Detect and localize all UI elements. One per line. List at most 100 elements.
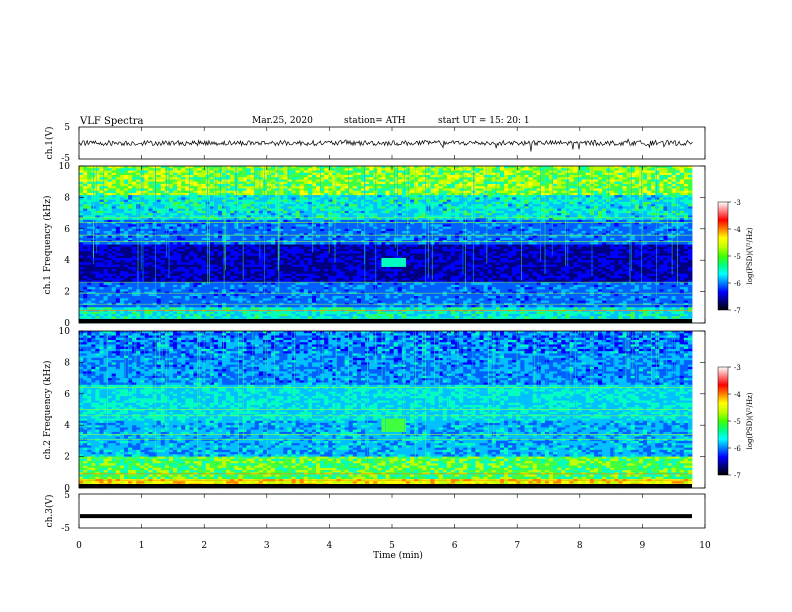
spectrogram-cell xyxy=(324,206,329,210)
spectrogram-cell xyxy=(446,215,452,218)
spectrogram-cell xyxy=(422,190,427,194)
spectrogram-cell xyxy=(168,197,174,201)
spectrogram-cell xyxy=(450,204,456,207)
spectrogram-cell xyxy=(532,174,538,178)
spectrogram-cell xyxy=(262,213,268,216)
spectrogram-cell xyxy=(365,208,370,212)
spectrogram-cell xyxy=(634,190,640,194)
spectrogram-cell xyxy=(140,199,145,203)
spectrogram-cell xyxy=(495,199,501,203)
spectrogram-cell xyxy=(377,197,382,201)
spectrogram-cell xyxy=(348,172,354,176)
spectrogram-cell xyxy=(381,231,386,234)
spectrogram-cell xyxy=(414,199,419,203)
spectrogram-cell xyxy=(107,197,113,201)
spectrogram-cell xyxy=(262,199,268,203)
spectrogram-cell xyxy=(385,219,390,223)
spectrogram-cell xyxy=(467,201,472,205)
spectrogram-cell xyxy=(128,192,133,196)
spectrogram-cell xyxy=(254,172,260,176)
spectrogram-cell xyxy=(630,195,636,198)
spectrogram-cell xyxy=(675,215,681,218)
spectrogram-cell xyxy=(238,168,243,171)
spectrogram-cell xyxy=(283,168,288,171)
spectrogram-cell xyxy=(393,183,399,187)
spectrogram-cell xyxy=(360,177,366,180)
spectrogram-cell xyxy=(238,199,243,203)
spectrogram-cell xyxy=(561,199,566,203)
spectrogram-cell xyxy=(454,204,460,207)
spectrogram-cell xyxy=(136,224,141,227)
spectrogram-cell xyxy=(181,186,186,189)
spectrogram-cell xyxy=(172,179,178,183)
spectrogram-cell xyxy=(450,197,456,201)
spectrogram-cell xyxy=(320,170,325,174)
spectrogram-cell xyxy=(610,168,615,171)
spectrogram-cell xyxy=(491,172,497,176)
spectrogram-cell xyxy=(111,199,117,203)
spectrogram-cell xyxy=(610,204,615,207)
spectrogram-cell xyxy=(667,215,672,218)
spectrogram-cell xyxy=(397,206,403,210)
spectrogram-cell xyxy=(422,231,427,234)
spectrogram-cell xyxy=(426,199,431,203)
spectrogram-cell xyxy=(140,201,145,205)
spectrogram-cell xyxy=(193,219,198,223)
spectrogram-cell xyxy=(679,166,685,169)
spectrogram-cell xyxy=(524,199,529,203)
spectrogram-cell xyxy=(324,181,329,185)
spectrogram-cell xyxy=(397,183,403,187)
spectrogram-cell xyxy=(675,224,681,227)
spectrogram-cell xyxy=(642,195,648,198)
spectrogram-cell xyxy=(352,210,358,214)
spectrogram-cell xyxy=(226,181,231,185)
spectrogram-cell xyxy=(230,204,235,207)
spectrogram-cell xyxy=(385,210,390,214)
spectrogram-cell xyxy=(602,195,607,198)
spectrogram-cell xyxy=(499,181,505,185)
spectrogram-cell xyxy=(528,186,534,189)
spectrogram-cell xyxy=(520,168,525,171)
spectrogram-cell xyxy=(148,181,153,185)
spectrogram-cell xyxy=(328,197,333,201)
spectrogram-cell xyxy=(303,208,309,212)
spectrogram-cell xyxy=(512,210,517,214)
spectrogram-cell xyxy=(532,210,538,214)
spectrogram-cell xyxy=(356,183,362,187)
spectrogram-cell xyxy=(164,168,170,171)
spectrogram-cell xyxy=(340,192,346,196)
spectrogram-cell xyxy=(246,179,252,183)
spectrogram-cell xyxy=(197,174,202,178)
spectrogram-cell xyxy=(344,166,350,169)
spectrogram-cell xyxy=(177,197,182,201)
spectrogram-cell xyxy=(638,197,644,201)
spectrogram-cell xyxy=(181,231,186,234)
spectrogram-cell xyxy=(95,219,100,223)
spectrogram-cell xyxy=(442,188,448,192)
spectrogram-cell xyxy=(418,172,423,176)
spectrogram-cell xyxy=(230,206,235,210)
spectrogram-cell xyxy=(422,219,427,223)
spectrogram-cell xyxy=(79,174,84,178)
spectrogram-cell xyxy=(107,210,113,214)
spectrogram-cell xyxy=(655,217,660,221)
spectrogram-cell xyxy=(393,188,399,192)
spectrogram-cell xyxy=(148,231,153,234)
spectrogram-cell xyxy=(647,204,652,207)
spectrogram-cell xyxy=(675,195,681,198)
spectrogram-cell xyxy=(528,206,534,210)
spectrogram-cell xyxy=(164,210,170,214)
spectrogram-cell xyxy=(299,172,305,176)
spectrogram-cell xyxy=(667,190,672,194)
spectrogram-cell xyxy=(201,188,207,192)
spectrogram-cell xyxy=(87,192,92,196)
spectrogram-cell xyxy=(189,166,194,169)
spectrogram-cell xyxy=(675,179,681,183)
spectrogram-cell xyxy=(348,190,354,194)
spectrogram-cell xyxy=(226,186,231,189)
spectrogram-cell xyxy=(626,190,632,194)
spectrogram-cell xyxy=(79,195,84,198)
spectrogram-cell xyxy=(524,219,529,223)
spectrogram-cell xyxy=(659,215,664,218)
spectrogram-cell xyxy=(422,186,427,189)
